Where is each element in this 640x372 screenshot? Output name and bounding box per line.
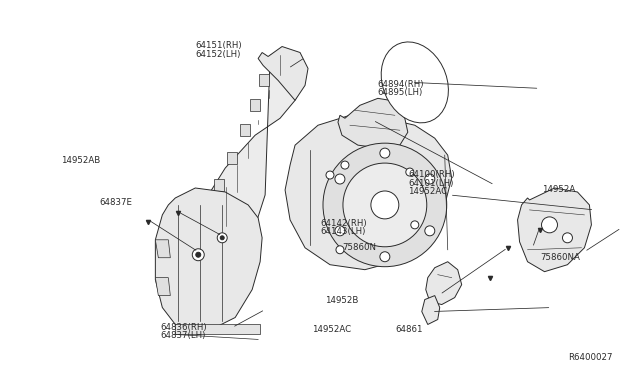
Text: 75860NA: 75860NA <box>540 253 580 262</box>
Text: 64895(LH): 64895(LH) <box>378 88 423 97</box>
Circle shape <box>335 174 345 184</box>
Polygon shape <box>156 240 170 258</box>
Polygon shape <box>285 115 452 270</box>
Circle shape <box>336 246 344 254</box>
Polygon shape <box>426 262 461 305</box>
Circle shape <box>425 226 435 236</box>
Circle shape <box>192 249 204 261</box>
Circle shape <box>411 221 419 229</box>
Text: 64836(RH): 64836(RH) <box>161 323 207 332</box>
Circle shape <box>220 236 224 240</box>
Text: 64101(LH): 64101(LH) <box>408 179 454 187</box>
Polygon shape <box>250 99 260 111</box>
Text: 64142(RH): 64142(RH) <box>320 219 367 228</box>
Polygon shape <box>156 188 262 330</box>
Polygon shape <box>240 124 250 136</box>
Circle shape <box>335 226 345 236</box>
Polygon shape <box>422 296 440 324</box>
Text: 64152(LH): 64152(LH) <box>195 50 241 59</box>
Circle shape <box>371 191 399 219</box>
Text: 75860N: 75860N <box>342 243 376 251</box>
Circle shape <box>341 161 349 169</box>
Circle shape <box>196 252 201 257</box>
Polygon shape <box>381 42 449 123</box>
Text: 64894(RH): 64894(RH) <box>378 80 424 89</box>
Circle shape <box>425 174 435 184</box>
Text: 64837E: 64837E <box>100 198 132 207</box>
Polygon shape <box>156 278 170 296</box>
Circle shape <box>406 168 414 176</box>
Text: 14952AB: 14952AB <box>61 155 100 164</box>
Polygon shape <box>518 188 591 272</box>
Text: 64861: 64861 <box>396 325 423 334</box>
Text: 64100(RH): 64100(RH) <box>408 170 455 179</box>
Polygon shape <box>202 207 212 219</box>
Text: 14952B: 14952B <box>325 296 358 305</box>
Polygon shape <box>227 152 237 164</box>
Circle shape <box>541 217 557 233</box>
Circle shape <box>343 163 427 247</box>
Text: 14952AC: 14952AC <box>408 187 447 196</box>
Circle shape <box>326 171 334 179</box>
Text: 14952A: 14952A <box>542 185 575 194</box>
Circle shape <box>380 252 390 262</box>
Circle shape <box>217 233 227 243</box>
Text: 14952AC: 14952AC <box>312 325 351 334</box>
Polygon shape <box>175 324 260 334</box>
Polygon shape <box>214 179 224 191</box>
Circle shape <box>563 233 572 243</box>
Circle shape <box>380 148 390 158</box>
Text: 64837(LH): 64837(LH) <box>161 331 205 340</box>
Text: 64151(RH): 64151(RH) <box>195 41 242 50</box>
Polygon shape <box>258 46 308 100</box>
Polygon shape <box>259 74 269 86</box>
Polygon shape <box>338 98 408 148</box>
Text: R6400027: R6400027 <box>568 353 612 362</box>
Circle shape <box>323 143 447 267</box>
Text: 64143(LH): 64143(LH) <box>320 227 365 236</box>
Polygon shape <box>186 48 305 278</box>
